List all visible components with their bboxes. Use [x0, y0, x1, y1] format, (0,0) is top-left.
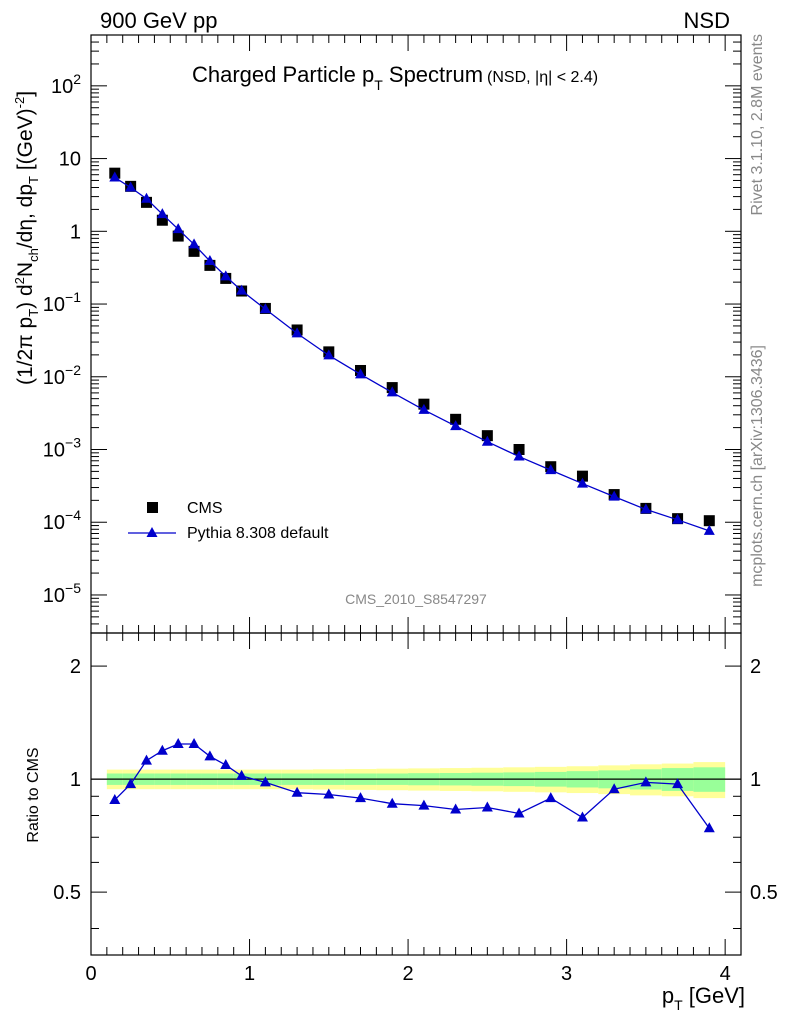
ratio-data-layer [109, 738, 715, 833]
ratio-point [672, 778, 684, 789]
main-title: Charged Particle pT Spectrum (NSD, |η| < … [192, 62, 598, 93]
pythia-point [156, 208, 168, 219]
pythia-point [236, 284, 248, 295]
header-right: NSD [684, 8, 730, 33]
ratio-panel [91, 762, 741, 799]
ratio-point [545, 792, 557, 803]
cms-point [156, 214, 168, 226]
ratio-frame [90, 632, 742, 956]
pythia-point [608, 490, 620, 501]
pythia-point [291, 327, 303, 338]
cms-point [204, 259, 216, 271]
pythia-point [450, 420, 462, 431]
ratio-point [188, 738, 200, 749]
main-frame [90, 34, 742, 634]
pythia-point [576, 477, 588, 488]
cms-point [576, 470, 588, 482]
ratio-point [236, 769, 248, 780]
cms-point [703, 515, 715, 527]
axes-layer: 0 1 2 3 4 102 10 1 10−1 10−2 10−3 10−4 10−5 0.5 0.5 1 1 2… [43, 34, 778, 985]
cms-point [513, 444, 525, 456]
ratio-point [576, 811, 588, 822]
y-tick-label: 10−3 [43, 435, 81, 462]
pythia-point [188, 238, 200, 249]
pythia-point [323, 349, 335, 360]
pythia-point [545, 464, 557, 475]
ratio-point [481, 801, 493, 812]
x-tick-label: 2 [403, 963, 414, 985]
pythia-point [640, 503, 652, 514]
x-axis-label: pT [GeV] [662, 983, 745, 1013]
ratio-point [172, 738, 184, 749]
y-tick-label: 10 [59, 149, 81, 171]
ratio-point [513, 807, 525, 818]
pythia-point [109, 171, 121, 182]
pythia-point [140, 192, 152, 203]
ratio-point [220, 759, 232, 770]
pythia-point [418, 403, 430, 414]
pythia-point [172, 223, 184, 234]
ratio-point [259, 776, 271, 787]
x-tick-label: 3 [561, 963, 572, 985]
x-tick-label: 1 [244, 963, 255, 985]
ratio-point [109, 793, 121, 804]
legend-pythia-label: Pythia 8.308 default [187, 525, 329, 542]
ratio-y-tick-label: 0.5 [53, 882, 81, 904]
header-left: 900 GeV pp [100, 8, 217, 33]
ratio-y-axis-label: Ratio to CMS [25, 747, 42, 842]
ratio-point [323, 788, 335, 799]
ratio-point [450, 803, 462, 814]
pythia-line [114, 176, 710, 532]
main-y-axis-label: (1/2π pT) d2Nch/dη, dpT [(GeV)-2] [12, 91, 41, 385]
ratio-point [640, 776, 652, 787]
ratio-y-tick-label: 1 [70, 769, 81, 791]
analysis-label: CMS_2010_S8547297 [345, 591, 487, 607]
legend-pythia-marker [146, 527, 158, 537]
ratio-point [140, 754, 152, 765]
pythia-point [125, 181, 137, 192]
ratio-y-tick-label-right: 0.5 [750, 882, 778, 904]
rivet-label: Rivet 3.1.10, 2.8M events [749, 34, 766, 215]
pythia-point [355, 368, 367, 379]
ratio-point [703, 822, 715, 833]
y-tick-label: 10−1 [43, 289, 81, 316]
ratio-point [386, 797, 398, 808]
ratio-y-tick-label: 2 [70, 656, 81, 678]
pythia-point [386, 386, 398, 397]
pythia-point [204, 255, 216, 266]
cms-point [188, 245, 200, 257]
legend: CMS Pythia 8.308 default [128, 500, 329, 542]
cms-point [481, 430, 493, 442]
ratio-point [291, 786, 303, 797]
ratio-point [125, 778, 137, 789]
y-tick-label: 1 [70, 221, 81, 243]
ratio-point [418, 799, 430, 810]
ratio-y-tick-label-right: 1 [750, 769, 761, 791]
x-tick-label: 0 [85, 963, 96, 985]
mcplots-label: mcplots.cern.ch [arXiv:1306.3436] [749, 345, 766, 587]
y-tick-label: 10−4 [43, 507, 81, 534]
ratio-point [355, 792, 367, 803]
pythia-point [672, 513, 684, 524]
ratio-point [156, 744, 168, 755]
y-tick-label: 102 [51, 71, 81, 98]
ratio-point [204, 750, 216, 761]
legend-cms-label: CMS [187, 500, 223, 517]
pythia-point [259, 303, 271, 314]
pythia-point [513, 450, 525, 461]
x-tick-label: 4 [720, 963, 731, 985]
pythia-point [703, 524, 715, 535]
y-tick-label: 10−5 [43, 580, 81, 607]
pythia-point [220, 270, 232, 281]
y-tick-label: 10−2 [43, 362, 81, 389]
pythia-point [481, 435, 493, 446]
main-data-layer [109, 167, 715, 535]
legend-cms-marker [147, 502, 158, 513]
ratio-point [608, 783, 620, 794]
cms-point [450, 413, 462, 425]
ratio-y-tick-label-right: 2 [750, 656, 761, 678]
cms-point [172, 230, 184, 242]
